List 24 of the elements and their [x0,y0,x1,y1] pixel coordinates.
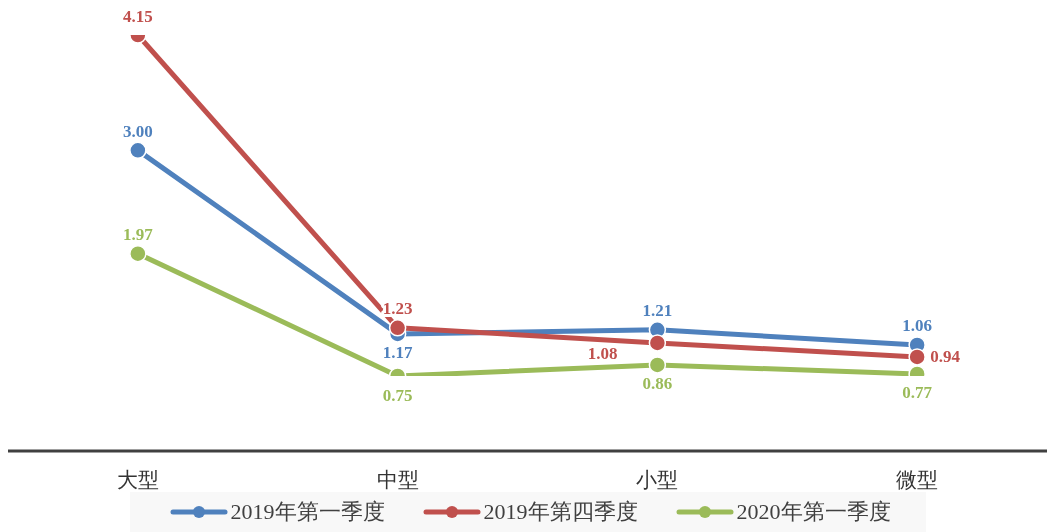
legend-label: 2019年第一季度 [230,499,385,524]
data-label: 1.97 [123,225,154,245]
x-tick-label: 微型 [896,467,939,492]
data-label: 1.08 [587,344,618,364]
x-tick-label: 大型 [116,467,159,492]
data-label: 3.00 [123,121,153,141]
data-label: 4.15 [123,6,153,26]
point [908,348,926,366]
point [648,356,667,374]
legend-label: 2019年第四季度 [483,499,638,524]
data-label: 0.86 [642,374,673,394]
x-tick-label: 中型 [376,467,419,492]
point [648,334,667,352]
data-label: 1.23 [382,299,413,319]
data-label: 1.17 [382,343,413,363]
x-tick-label: 小型 [636,467,679,492]
point [388,319,407,337]
data-label: 1.21 [642,301,673,321]
data-label: 1.06 [902,316,932,336]
legend-label: 2020年第一季度 [736,499,891,524]
data-label: 0.75 [382,385,413,405]
point [129,244,147,263]
data-label: 0.77 [902,383,933,403]
data-label: 0.94 [930,347,961,367]
